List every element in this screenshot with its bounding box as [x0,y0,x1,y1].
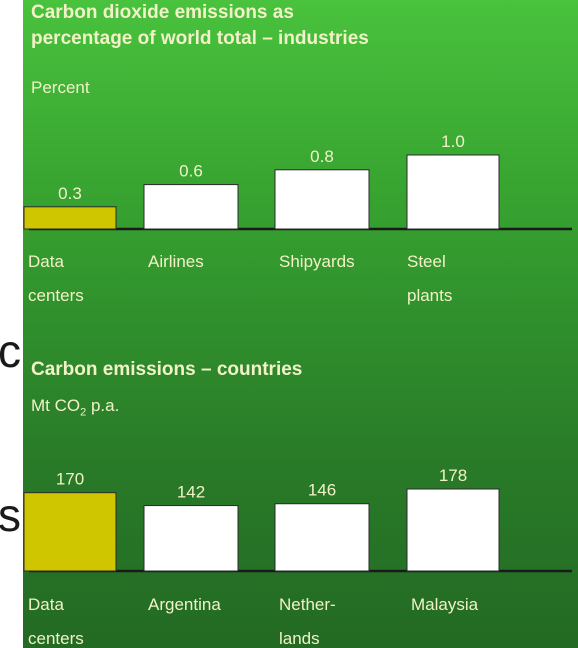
chart2-bar-1 [143,505,239,572]
chart1-category-label-2-0: Shipyards [279,252,355,271]
background-partial-text-1: c [0,325,21,377]
infographic-panel: Carbon dioxide emissions as percentage o… [23,0,578,648]
chart1-category-label-1-0: Airlines [148,252,204,271]
chart2-value-label-0: 170 [56,470,84,489]
chart1-category-label-3-0: Steel [407,252,446,271]
chart2-category-label-2-1: lands [279,629,320,648]
chart1-bar-0 [23,206,117,230]
chart2-bar-2 [274,503,370,572]
chart2-value-label-2: 146 [308,481,336,500]
chart2-unit-label: Mt CO2 p.a. [31,396,120,419]
chart2-bar-3 [406,488,500,572]
chart2-category-label-0-0: Data [28,595,64,614]
chart1-title-line1: Carbon dioxide emissions as [31,2,294,23]
chart2-category-label-0-1: centers [28,629,84,648]
background-partial-text-2: s [0,489,21,541]
chart2-value-label-3: 178 [439,466,467,485]
chart2-bar-0 [23,492,117,572]
chart1-unit-label: Percent [31,78,90,97]
chart1-value-label-2: 0.8 [310,147,334,166]
chart1-bar-chart: 0.3 Data centers 0.6 Airlines 0.8 Shipyards 1.0… [23,132,572,305]
chart1-category-label-0-1: centers [28,286,84,305]
chart1-bar-3 [406,154,500,230]
chart1-category-label-3-1: plants [407,286,452,305]
chart1-category-label-0-0: Data [28,252,64,271]
chart1-bar-2 [274,169,370,230]
chart1-bar-1 [143,184,239,230]
chart2-category-label-2-0: Nether- [279,595,336,614]
chart2-title: Carbon emissions – countries [31,359,303,380]
chart1-value-label-0: 0.3 [58,184,82,203]
chart2-value-label-1: 142 [177,483,205,502]
chart2-bar-chart: 170 Data centers 142 Argentina 146 Nether-land… [23,466,572,648]
chart1-value-label-3: 1.0 [441,132,465,151]
chart2-category-label-1-0: Argentina [148,595,221,614]
chart1-value-label-1: 0.6 [179,162,203,181]
chart1-title-line2: percentage of world total – industries [31,28,369,49]
chart2-category-label-3-0: Malaysia [411,595,479,614]
